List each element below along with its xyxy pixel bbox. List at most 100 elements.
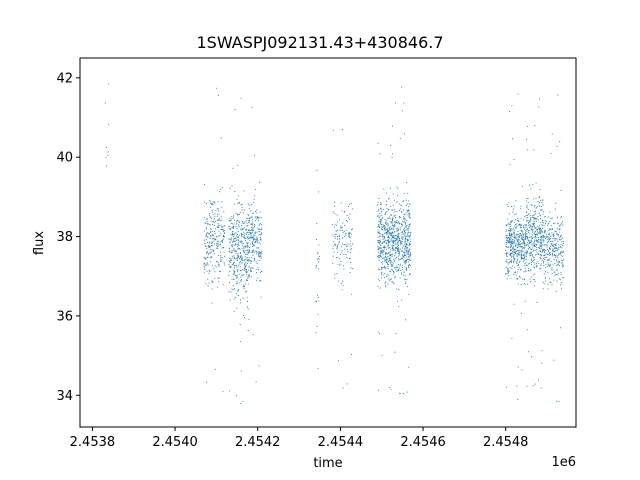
data-point [212, 237, 214, 239]
data-point [549, 237, 551, 239]
data-point [534, 273, 536, 275]
data-point [316, 169, 318, 172]
data-point [252, 254, 254, 256]
data-point [231, 246, 233, 248]
data-point [520, 256, 522, 258]
data-point [243, 316, 246, 318]
data-point [527, 243, 529, 245]
data-point [334, 274, 336, 276]
data-point [218, 277, 220, 279]
data-point [247, 246, 249, 248]
data-point [527, 149, 529, 151]
data-point [246, 296, 248, 298]
data-point [247, 241, 249, 243]
data-point [544, 256, 546, 258]
data-point [385, 232, 388, 234]
data-point [562, 265, 565, 267]
y-axis-label: flux [32, 231, 47, 255]
data-point [513, 236, 515, 238]
data-point [405, 319, 407, 321]
data-point [220, 229, 222, 231]
data-point [511, 338, 513, 340]
data-point [205, 252, 208, 254]
data-point [210, 261, 212, 263]
data-point [554, 271, 556, 273]
data-point [240, 233, 242, 235]
data-point [396, 230, 398, 232]
data-point [562, 252, 564, 254]
data-point [399, 137, 401, 139]
data-point [203, 217, 205, 219]
data-point [251, 226, 253, 229]
data-point [251, 242, 253, 244]
data-point [259, 228, 261, 230]
data-point [387, 268, 389, 270]
data-point [538, 233, 540, 235]
data-point [558, 244, 560, 246]
data-point [203, 264, 205, 266]
data-point [514, 271, 516, 273]
data-point [543, 224, 545, 227]
data-point [334, 226, 336, 228]
data-point [512, 250, 514, 252]
data-point [542, 237, 544, 239]
data-point [529, 224, 531, 226]
data-point [251, 106, 253, 109]
data-point [533, 214, 535, 216]
data-point [396, 249, 399, 251]
data-point [531, 261, 533, 264]
data-point [210, 236, 212, 238]
data-point [386, 224, 388, 226]
data-point [352, 208, 354, 210]
data-point [524, 263, 526, 265]
data-point [388, 198, 390, 200]
data-point [379, 280, 381, 282]
data-point [211, 280, 213, 282]
data-point [404, 253, 406, 256]
data-point [260, 232, 262, 234]
data-point [253, 198, 255, 200]
data-point [404, 233, 406, 235]
data-point [520, 250, 522, 252]
data-point [402, 265, 404, 267]
data-point [205, 235, 207, 237]
data-point [348, 232, 350, 234]
data-point [235, 223, 238, 225]
data-point [550, 218, 552, 220]
data-point [528, 184, 531, 186]
data-point [394, 276, 396, 278]
data-point [505, 224, 507, 226]
data-point [334, 237, 336, 239]
data-point [233, 267, 236, 269]
data-point [536, 243, 538, 246]
data-point [377, 251, 380, 253]
data-point [539, 243, 541, 245]
data-point [204, 269, 206, 271]
data-point [335, 224, 338, 226]
data-point [393, 263, 395, 265]
data-point [522, 243, 524, 245]
data-point [406, 250, 408, 252]
data-point [212, 240, 214, 242]
data-point [550, 228, 552, 230]
data-point [547, 216, 549, 218]
data-point [554, 255, 556, 257]
data-point [387, 256, 389, 258]
data-point [516, 253, 518, 255]
data-point [551, 234, 553, 236]
data-point [539, 239, 541, 241]
data-point [207, 253, 210, 255]
data-point [207, 222, 209, 224]
data-point [561, 237, 563, 239]
data-point [206, 381, 208, 383]
data-point [542, 228, 544, 230]
data-point [209, 241, 211, 243]
data-point [558, 246, 560, 248]
data-point [231, 245, 233, 247]
data-point [527, 198, 529, 200]
x-tick-label: 2.4540 [152, 435, 198, 450]
data-point [512, 260, 515, 263]
data-point [204, 267, 206, 269]
data-point [560, 244, 562, 246]
data-point [229, 217, 231, 219]
